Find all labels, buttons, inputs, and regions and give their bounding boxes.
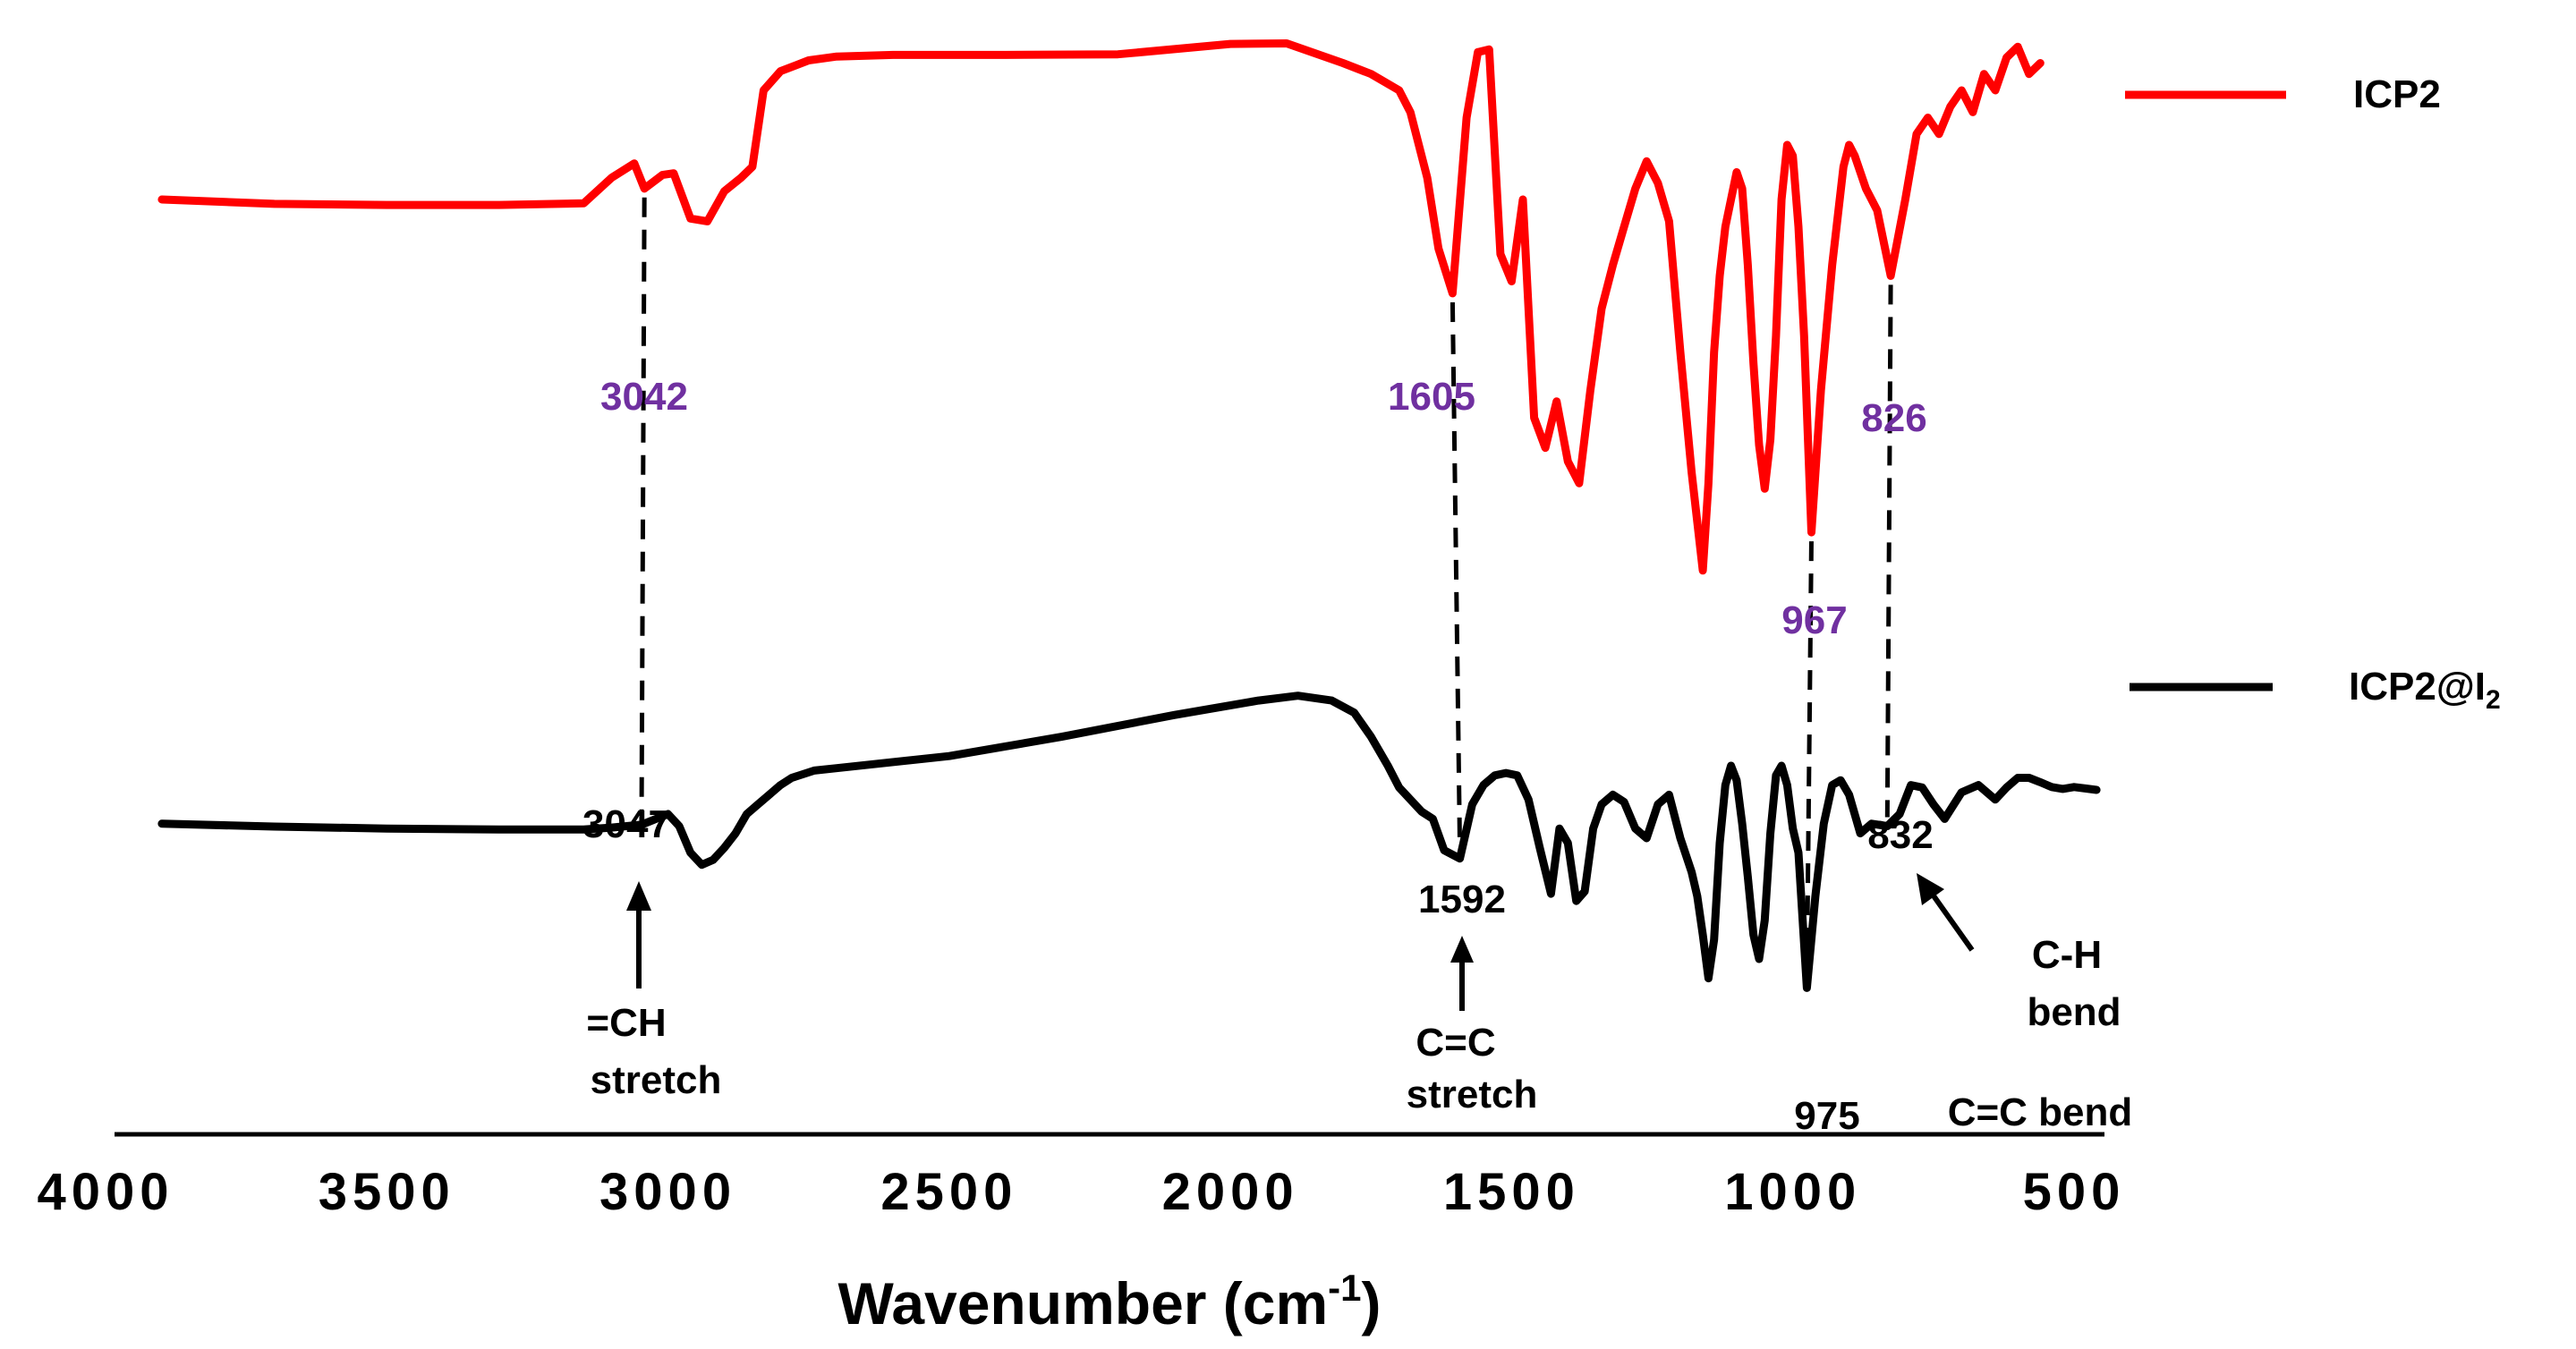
x-tick-label: 3000	[599, 1163, 736, 1221]
series-line-icp2-i2	[157, 691, 2101, 992]
guide-line-967	[1804, 541, 1814, 980]
arrow-cc-stretch	[1450, 936, 1474, 1011]
x-tick-label: 3500	[319, 1163, 455, 1221]
assignment-ch-stretch-line2: stretch	[591, 1058, 722, 1102]
assignment-cc-bend: C=C bend	[1948, 1090, 2133, 1134]
legend: ICP2 ICP2@I2	[2125, 72, 2501, 715]
x-tick-label: 4000	[37, 1163, 174, 1221]
assignment-cc-stretch-line2: stretch	[1407, 1073, 1538, 1116]
x-tick-label: 1000	[1724, 1163, 1861, 1221]
assignment-ch-bend-line2: bend	[2027, 990, 2121, 1034]
peak-label-3042: 3042	[600, 375, 688, 419]
assignment-cc-stretch-line1: C=C	[1416, 1021, 1495, 1065]
assignment-ch-bend-line1: C-H	[2032, 933, 2102, 977]
peak-label-1592: 1592	[1418, 878, 1506, 921]
x-tick-label: 2000	[1162, 1163, 1299, 1221]
x-tick-label: 2500	[880, 1163, 1017, 1221]
arrow-ch-stretch	[626, 881, 651, 988]
peak-label-1605: 1605	[1388, 375, 1475, 419]
legend-label-icp2-i2: ICP2@I2	[2349, 665, 2501, 715]
peak-label-975: 975	[1794, 1094, 1859, 1138]
assignment-ch-stretch-line1: =CH	[586, 1001, 666, 1045]
x-tick-labels: 4000 3500 3000 2500 2000 1500 1000 500	[37, 1163, 2126, 1221]
x-tick-label: 1500	[1443, 1163, 1580, 1221]
guide-line-3042	[639, 197, 647, 816]
x-tick-label: 500	[2023, 1163, 2126, 1221]
guide-line-826	[1884, 284, 1893, 818]
legend-label-icp2: ICP2	[2353, 72, 2441, 116]
arrow-ch-bend	[1917, 873, 1975, 952]
series-line-icp2	[157, 39, 2045, 575]
peak-label-832: 832	[1867, 813, 1933, 857]
peak-label-826: 826	[1861, 396, 1926, 440]
x-axis-title: Wavenumber (cm-1)	[837, 1267, 1381, 1336]
peak-label-967: 967	[1781, 598, 1847, 642]
guide-line-1605	[1450, 301, 1463, 850]
peak-label-3047: 3047	[582, 802, 670, 846]
